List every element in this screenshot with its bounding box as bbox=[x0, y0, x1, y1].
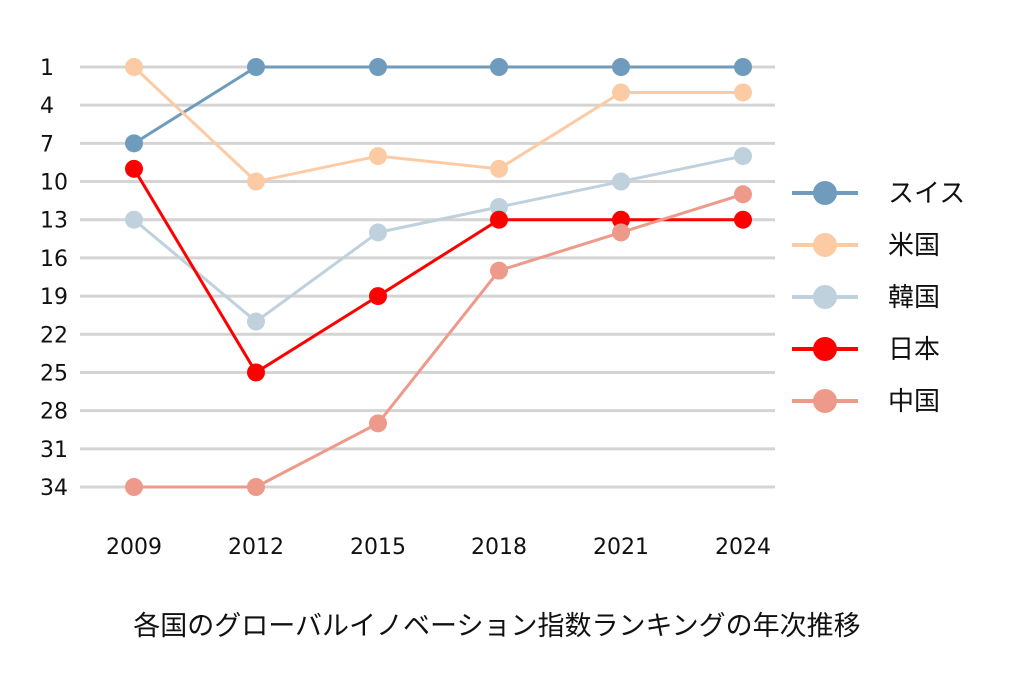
series-line bbox=[134, 192, 744, 489]
y-tick-label: 31 bbox=[40, 438, 68, 463]
data-point bbox=[247, 172, 265, 191]
y-tick-label: 34 bbox=[40, 476, 68, 501]
data-point bbox=[369, 287, 387, 306]
data-point bbox=[612, 223, 630, 242]
series-line bbox=[133, 65, 743, 145]
data-point bbox=[734, 58, 752, 76]
legend-marker bbox=[813, 181, 837, 205]
chart-title: 各国のグローバルイノベーション指数ランキングの年次推移 bbox=[133, 611, 860, 642]
data-point bbox=[125, 159, 143, 178]
legend-marker bbox=[813, 233, 837, 257]
y-tick-label: 10 bbox=[40, 171, 68, 196]
x-tick-label: 2015 bbox=[350, 535, 406, 560]
data-point bbox=[247, 58, 265, 76]
data-point bbox=[612, 58, 630, 76]
data-point bbox=[125, 58, 143, 76]
legend-label: スイス bbox=[888, 179, 965, 209]
legend-label: 韓国 bbox=[888, 283, 940, 313]
data-point bbox=[490, 198, 508, 216]
y-tick-label: 25 bbox=[40, 361, 68, 386]
data-point bbox=[490, 261, 508, 280]
legend-label: 中国 bbox=[888, 387, 940, 417]
data-point bbox=[125, 478, 143, 496]
data-point bbox=[247, 363, 265, 382]
y-tick-label: 28 bbox=[40, 400, 68, 425]
legend-label: 日本 bbox=[888, 335, 940, 365]
series-line bbox=[133, 154, 744, 324]
data-point bbox=[247, 312, 265, 331]
data-point bbox=[734, 210, 752, 229]
legend-marker bbox=[813, 285, 837, 309]
data-point bbox=[612, 83, 630, 102]
data-point bbox=[612, 210, 630, 229]
legend-marker bbox=[813, 389, 837, 413]
x-tick-label: 2012 bbox=[228, 535, 284, 560]
data-point bbox=[734, 185, 752, 204]
x-tick-label: 2009 bbox=[106, 535, 162, 560]
x-tick-label: 2024 bbox=[715, 535, 771, 560]
y-tick-label: 19 bbox=[40, 285, 68, 310]
y-tick-label: 4 bbox=[40, 94, 54, 119]
data-point bbox=[612, 172, 630, 191]
data-point bbox=[125, 210, 143, 229]
data-point bbox=[490, 210, 508, 229]
x-tick-label: 2018 bbox=[471, 535, 527, 560]
legend-label: 米国 bbox=[888, 231, 940, 261]
y-tick-label: 13 bbox=[40, 209, 68, 234]
y-tick-label: 22 bbox=[40, 323, 68, 348]
data-point bbox=[734, 83, 752, 102]
data-point bbox=[369, 147, 387, 166]
y-tick-label: 1 bbox=[40, 56, 54, 81]
data-point bbox=[369, 223, 387, 242]
y-tick-label: 16 bbox=[40, 247, 68, 272]
data-point bbox=[369, 414, 387, 433]
data-point bbox=[369, 58, 387, 76]
data-point bbox=[125, 134, 143, 153]
data-point bbox=[490, 159, 508, 178]
data-point bbox=[490, 58, 508, 76]
series-line bbox=[132, 168, 743, 375]
series-line bbox=[132, 65, 743, 184]
legend-marker bbox=[813, 337, 837, 361]
data-point bbox=[247, 478, 265, 496]
y-tick-label: 7 bbox=[40, 132, 54, 157]
x-tick-label: 2021 bbox=[593, 535, 649, 560]
data-point bbox=[734, 147, 752, 166]
